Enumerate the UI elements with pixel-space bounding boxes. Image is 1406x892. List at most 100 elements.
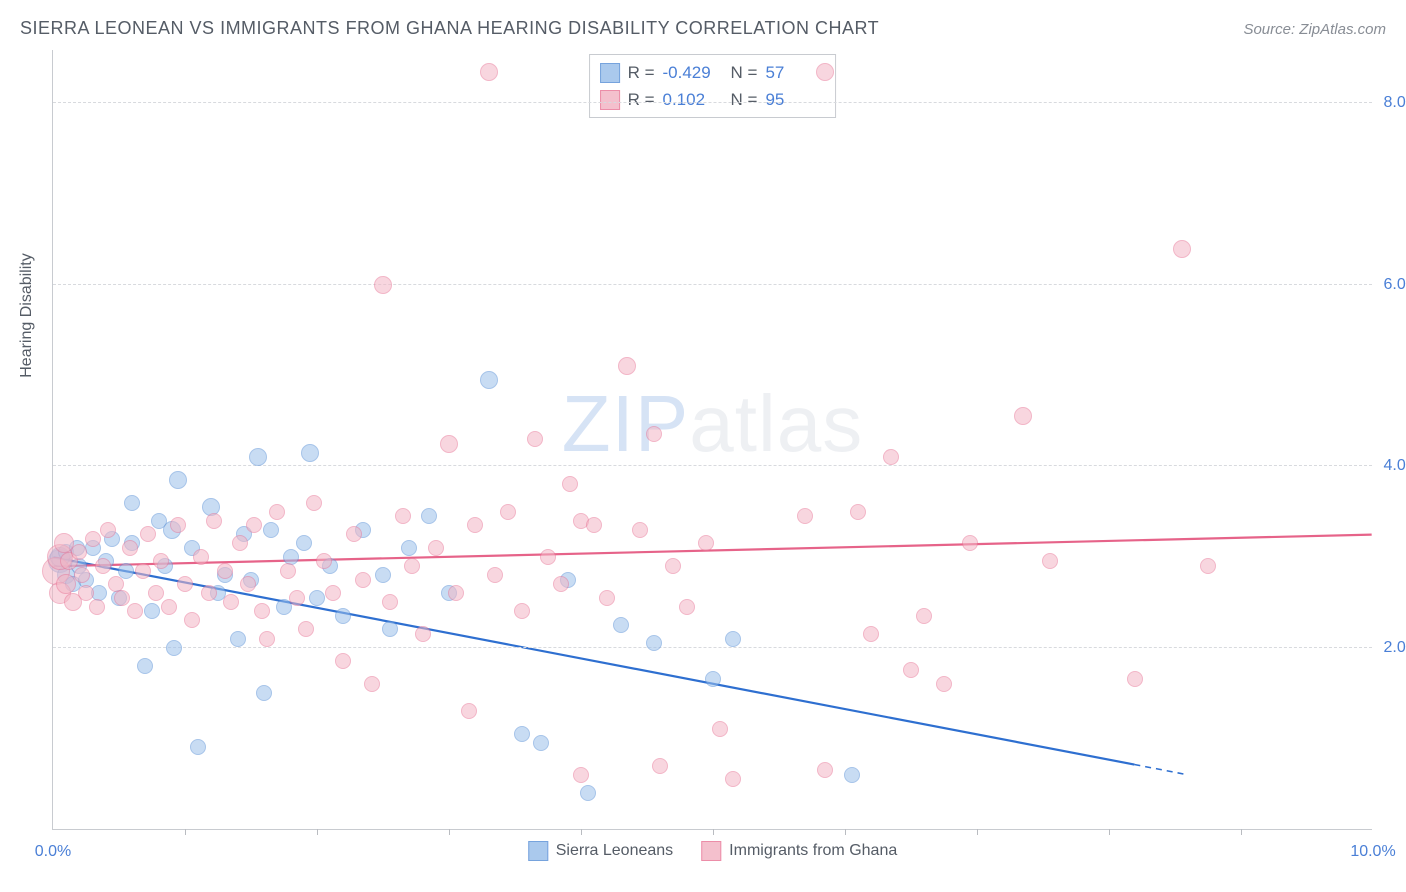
scatter-point <box>382 594 398 610</box>
scatter-point <box>306 495 322 511</box>
scatter-point <box>1173 240 1191 258</box>
x-tick <box>581 829 582 835</box>
gridline <box>53 102 1372 103</box>
y-tick-label: 6.0% <box>1384 276 1406 294</box>
scatter-point <box>193 549 209 565</box>
chart-header: SIERRA LEONEAN VS IMMIGRANTS FROM GHANA … <box>20 18 1386 39</box>
scatter-point <box>421 508 437 524</box>
scatter-point <box>184 612 200 628</box>
scatter-point <box>725 631 741 647</box>
scatter-point <box>797 508 813 524</box>
scatter-point <box>161 599 177 615</box>
n-value-series2: 95 <box>765 86 825 113</box>
scatter-point <box>170 517 186 533</box>
y-tick-label: 8.0% <box>1384 94 1406 112</box>
scatter-point <box>725 771 741 787</box>
scatter-point <box>153 553 169 569</box>
x-tick <box>449 829 450 835</box>
x-tick-label: 10.0% <box>1350 843 1395 861</box>
scatter-point <box>553 576 569 592</box>
scatter-point <box>309 590 325 606</box>
scatter-point <box>401 540 417 556</box>
scatter-point <box>540 549 556 565</box>
legend-swatch-series2 <box>701 841 721 861</box>
r-value-series1: -0.429 <box>663 59 723 86</box>
watermark-suffix: atlas <box>689 379 863 468</box>
scatter-point <box>863 626 879 642</box>
scatter-point <box>487 567 503 583</box>
scatter-point <box>962 535 978 551</box>
swatch-series1 <box>600 63 620 83</box>
legend-swatch-series1 <box>528 841 548 861</box>
scatter-point <box>137 658 153 674</box>
scatter-point <box>346 526 362 542</box>
scatter-point <box>514 726 530 742</box>
swatch-series2 <box>600 90 620 110</box>
scatter-point <box>289 590 305 606</box>
scatter-point <box>580 785 596 801</box>
scatter-point <box>404 558 420 574</box>
legend-item-series2: Immigrants from Ghana <box>701 841 897 861</box>
scatter-point <box>1200 558 1216 574</box>
scatter-point <box>201 585 217 601</box>
y-axis-label: Hearing Disability <box>18 253 36 378</box>
scatter-point <box>562 476 578 492</box>
scatter-point <box>618 357 636 375</box>
scatter-point <box>263 522 279 538</box>
scatter-point <box>850 504 866 520</box>
scatter-point <box>230 631 246 647</box>
scatter-point <box>74 567 90 583</box>
scatter-point <box>375 567 391 583</box>
scatter-point <box>148 585 164 601</box>
scatter-point <box>254 603 270 619</box>
scatter-point <box>646 426 662 442</box>
scatter-point <box>280 563 296 579</box>
stats-row-series2: R = 0.102 N = 95 <box>600 86 826 113</box>
scatter-point <box>85 531 101 547</box>
scatter-point <box>844 767 860 783</box>
scatter-point <box>467 517 483 533</box>
correlation-stats-box: R = -0.429 N = 57 R = 0.102 N = 95 <box>589 54 837 118</box>
scatter-point <box>652 758 668 774</box>
scatter-point <box>665 558 681 574</box>
chart-source: Source: ZipAtlas.com <box>1243 21 1386 38</box>
scatter-point <box>269 504 285 520</box>
scatter-point <box>586 517 602 533</box>
x-tick <box>1109 829 1110 835</box>
y-tick-label: 2.0% <box>1384 639 1406 657</box>
chart-title: SIERRA LEONEAN VS IMMIGRANTS FROM GHANA … <box>20 18 879 39</box>
scatter-point <box>415 626 431 642</box>
scatter-point <box>95 558 111 574</box>
gridline <box>53 647 1372 648</box>
scatter-point <box>335 653 351 669</box>
scatter-point <box>256 685 272 701</box>
scatter-point <box>259 631 275 647</box>
scatter-point <box>440 435 458 453</box>
scatter-point <box>903 662 919 678</box>
scatter-point <box>232 535 248 551</box>
scatter-point <box>1127 671 1143 687</box>
scatter-point <box>679 599 695 615</box>
r-value-series2: 0.102 <box>663 86 723 113</box>
x-tick <box>1241 829 1242 835</box>
scatter-point <box>100 522 116 538</box>
scatter-point <box>816 63 834 81</box>
x-tick <box>185 829 186 835</box>
scatter-point <box>135 563 151 579</box>
scatter-point <box>817 762 833 778</box>
scatter-point <box>461 703 477 719</box>
scatter-point <box>613 617 629 633</box>
scatter-point <box>177 576 193 592</box>
scatter-point <box>206 513 222 529</box>
scatter-point <box>240 576 256 592</box>
stats-row-series1: R = -0.429 N = 57 <box>600 59 826 86</box>
scatter-point <box>883 449 899 465</box>
scatter-point <box>527 431 543 447</box>
gridline <box>53 284 1372 285</box>
x-tick <box>317 829 318 835</box>
scatter-point <box>632 522 648 538</box>
scatter-point <box>124 495 140 511</box>
gridline <box>53 465 1372 466</box>
scatter-point <box>190 739 206 755</box>
scatter-point <box>916 608 932 624</box>
